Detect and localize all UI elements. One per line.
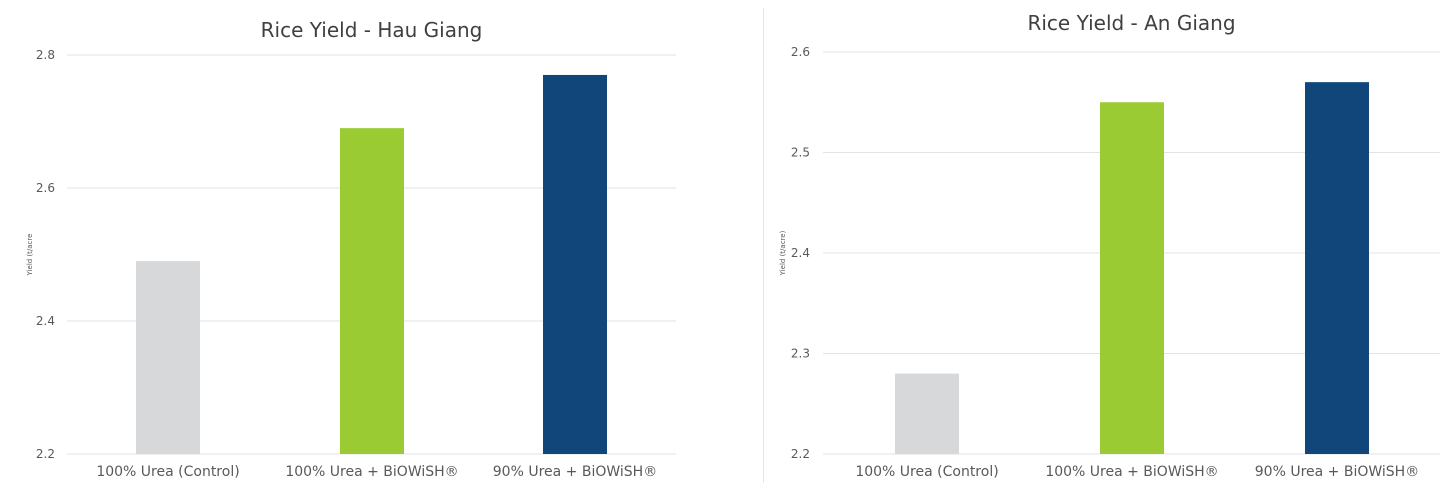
y-tick-label: 2.2 [36,447,55,461]
x-tick-label: 100% Urea (Control) [96,464,239,480]
y-tick-label: 2.5 [791,146,810,160]
chart-title: Rice Yield - An Giang [1027,11,1235,35]
y-axis-label: Yield (t/acre [26,234,34,277]
x-tick-label: 100% Urea + BiOWiSH® [285,464,458,480]
y-tick-label: 2.4 [791,246,810,260]
bar [340,128,404,454]
bar [895,373,959,454]
chart-panel-hau-giang: 2.2 2.4 2.6 2.8 100% Urea (Control) 100% Urea… [0,0,720,489]
y-tick-label: 2.6 [36,181,55,195]
chart-title: Rice Yield - Hau Giang [261,18,483,42]
chart-hau-giang-svg: 2.2 2.4 2.6 2.8 100% Urea (Control) 100% Urea… [26,18,676,480]
x-tick-label: 90% Urea + BiOWiSH® [493,464,657,480]
chart-panel-an-giang: 2.2 2.3 2.4 2.5 2.6 100% Urea (Control) 100% U… [730,0,1447,489]
panel-divider [763,8,764,483]
x-tick-label: 90% Urea + BiOWiSH® [1255,464,1419,480]
bar [136,261,200,454]
chart-an-giang-svg: 2.2 2.3 2.4 2.5 2.6 100% Urea (Control) 100% U… [779,11,1440,480]
bar [1305,82,1369,455]
bar [1100,102,1164,454]
y-tick-label: 2.3 [791,347,810,361]
y-tick-label: 2.2 [791,447,810,461]
y-tick-label: 2.8 [36,48,55,62]
y-tick-label: 2.4 [36,314,55,328]
y-axis-label: Yield (t/acre) [779,230,787,276]
x-tick-label: 100% Urea + BiOWiSH® [1045,464,1218,480]
bar [543,74,607,454]
y-tick-label: 2.6 [791,45,810,59]
x-tick-label: 100% Urea (Control) [855,464,998,480]
